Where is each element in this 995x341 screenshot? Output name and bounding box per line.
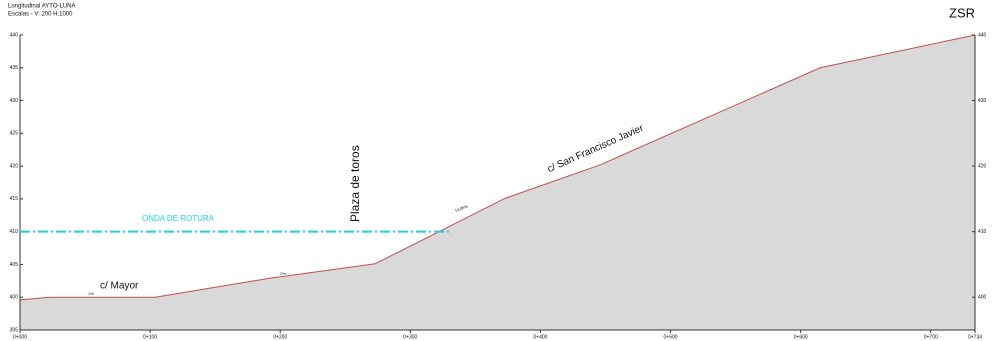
y-tick-label: 440: [10, 32, 19, 38]
x-tick-label: 0+700: [924, 334, 938, 340]
y2-tick-label: 410: [978, 229, 987, 235]
x-tick-label: 0+200: [273, 334, 287, 340]
annotation: Plaza de toros: [348, 145, 362, 222]
y-tick-label: 425: [10, 131, 19, 137]
x-tick-label: 0+300: [403, 334, 417, 340]
y-tick-label: 400: [10, 295, 19, 301]
y-tick-label: 415: [10, 196, 19, 202]
chart-subtitle: Escalas - V: 200 H:1000: [8, 12, 73, 18]
x-tick-label: 0+734: [968, 334, 982, 340]
reference-label: ONDA DE ROTURA: [142, 214, 215, 223]
annotation: 14,85%: [454, 203, 469, 212]
x-tick-label: 0+500: [664, 334, 678, 340]
y2-tick-label: 430: [978, 98, 987, 104]
y2-tick-label: 420: [978, 163, 987, 169]
y-tick-label: 395: [10, 327, 19, 333]
annotation: 1%: [88, 291, 94, 296]
x-tick-label: 0+000: [13, 334, 27, 340]
y-tick-label: 420: [10, 163, 19, 169]
profile-line: [19, 34, 976, 301]
profile-area: [20, 35, 975, 330]
annotation: 2%: [280, 271, 286, 276]
y-tick-label: 410: [10, 229, 19, 235]
chart-title: Longitudinal AYTO-LUNA: [8, 4, 75, 10]
y-tick-label: 435: [10, 65, 19, 71]
y-tick-label: 405: [10, 262, 19, 268]
x-tick-label: 0+600: [794, 334, 808, 340]
corner-label: ZSR: [949, 5, 975, 20]
x-tick-label: 0+400: [533, 334, 547, 340]
y2-tick-label: 400: [978, 295, 987, 301]
annotation: c/ Mayor: [100, 281, 139, 292]
x-tick-label: 0+100: [143, 334, 157, 340]
y-tick-label: 430: [10, 98, 19, 104]
y2-tick-label: 440: [978, 32, 987, 38]
